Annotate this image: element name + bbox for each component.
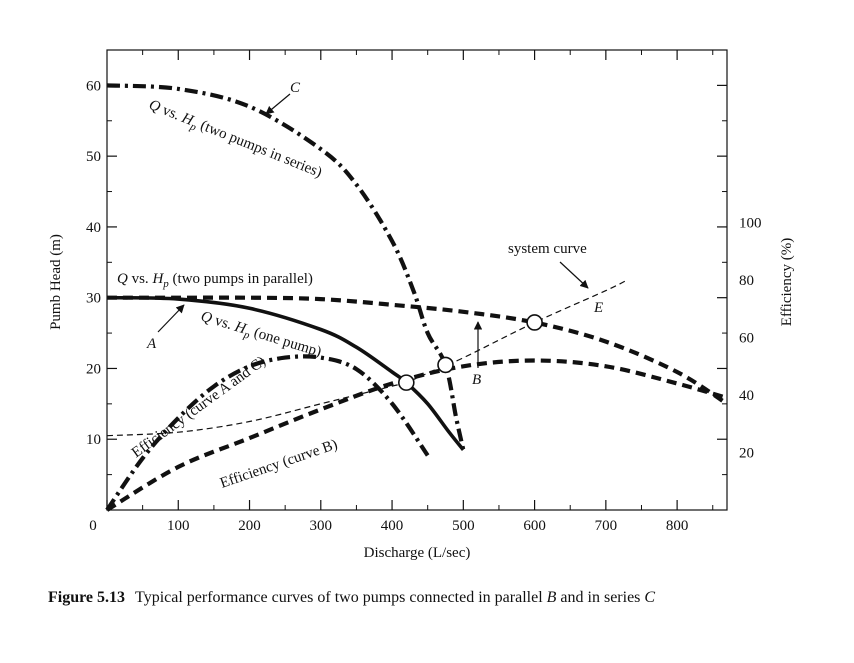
x-tick-label: 500 bbox=[452, 518, 475, 534]
operating-point bbox=[398, 374, 415, 391]
arrow-to-curve-a bbox=[157, 304, 185, 333]
letter-A: A bbox=[146, 336, 157, 352]
x-axis-title: Discharge (L/sec) bbox=[364, 545, 471, 561]
y-tick-label: 10 bbox=[86, 432, 101, 448]
chart-curves bbox=[105, 83, 729, 512]
plot-frame bbox=[106, 49, 728, 511]
axis-ticks: 0 100 200 300 400 500 600 700 800 10 20 30 40 50 60 20 4… bbox=[86, 50, 762, 534]
arrow-to-system-curve bbox=[559, 261, 589, 289]
y2-tick-label: 40 bbox=[739, 388, 754, 404]
y-axis-title: Pumb Head (m) bbox=[48, 234, 64, 330]
y2-axis-title: Efficiency (%) bbox=[779, 238, 795, 326]
x-tick-label: 300 bbox=[310, 518, 333, 534]
curve-efficiency-B bbox=[105, 358, 728, 512]
caption-text-2: and in series bbox=[556, 589, 645, 606]
label-two-parallel: Q vs. Hp (two pumps in parallel) bbox=[117, 271, 313, 290]
letter-E: E bbox=[593, 300, 603, 316]
arrow-to-curve-c bbox=[265, 93, 291, 115]
caption-letter-c: C bbox=[644, 589, 656, 606]
figure-number: Figure 5.13 bbox=[48, 589, 126, 606]
x-tick-label: 700 bbox=[595, 518, 618, 534]
operating-point bbox=[526, 314, 543, 331]
figure-caption: Figure 5.13 Typical performance curves of… bbox=[48, 589, 655, 607]
label-efficiency-ac: Efficiency (curve A and C) bbox=[129, 353, 269, 461]
curve-two-series bbox=[106, 83, 466, 451]
caption-letter-b: B bbox=[546, 589, 557, 606]
x-tick-label: 400 bbox=[381, 518, 404, 534]
y2-tick-label: 60 bbox=[739, 331, 754, 347]
x-tick-label: 0 bbox=[89, 518, 97, 534]
y-tick-label: 20 bbox=[86, 361, 101, 377]
label-system-curve: system curve bbox=[508, 241, 587, 257]
y-tick-label: 30 bbox=[86, 291, 101, 307]
letter-B: B bbox=[472, 372, 481, 388]
curve-efficiency-AC bbox=[105, 354, 430, 512]
x-tick-label: 100 bbox=[167, 518, 190, 534]
operating-point bbox=[437, 356, 454, 374]
x-tick-label: 800 bbox=[666, 518, 689, 534]
y2-tick-label: 100 bbox=[739, 216, 762, 232]
y2-tick-label: 80 bbox=[739, 273, 754, 289]
operating-points bbox=[398, 314, 543, 391]
curve-one-pump bbox=[106, 295, 465, 451]
letter-C: C bbox=[290, 80, 301, 96]
y-tick-label: 60 bbox=[86, 78, 101, 94]
y-tick-label: 50 bbox=[86, 149, 101, 165]
caption-text-1: Typical performance curves of two pumps … bbox=[135, 589, 547, 606]
x-tick-label: 200 bbox=[238, 518, 261, 534]
annotation-arrows bbox=[157, 93, 589, 368]
curve-two-parallel bbox=[106, 295, 729, 406]
x-tick-label: 600 bbox=[523, 518, 546, 534]
label-two-series: Q vs. Hp (two pumps in series) bbox=[145, 97, 324, 184]
y2-tick-label: 20 bbox=[739, 446, 754, 462]
y-tick-label: 40 bbox=[86, 220, 101, 236]
